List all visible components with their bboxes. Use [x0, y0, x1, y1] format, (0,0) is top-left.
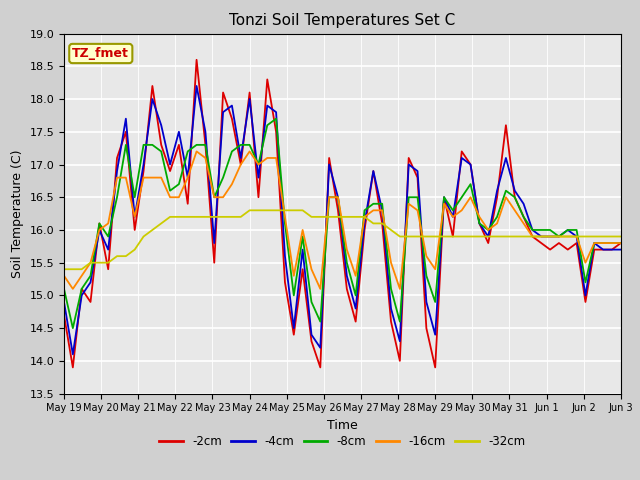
-2cm: [440, 194, 448, 200]
-8cm: [431, 299, 439, 305]
-2cm: [140, 168, 147, 174]
-4cm: [440, 194, 448, 200]
Y-axis label: Soil Temperature (C): Soil Temperature (C): [11, 149, 24, 278]
X-axis label: Time: Time: [327, 419, 358, 432]
-16cm: [140, 175, 147, 180]
-16cm: [193, 148, 200, 154]
-2cm: [431, 364, 439, 370]
-2cm: [352, 319, 360, 324]
-32cm: [343, 214, 351, 220]
-32cm: [422, 234, 430, 240]
-16cm: [387, 260, 395, 265]
-16cm: [440, 201, 448, 207]
-2cm: [617, 240, 625, 246]
-2cm: [387, 319, 395, 324]
-2cm: [69, 364, 77, 370]
-2cm: [308, 338, 316, 344]
Title: Tonzi Soil Temperatures Set C: Tonzi Soil Temperatures Set C: [229, 13, 456, 28]
-2cm: [60, 312, 68, 318]
Line: -8cm: -8cm: [64, 119, 621, 328]
-32cm: [378, 220, 386, 226]
-8cm: [308, 299, 316, 305]
-16cm: [60, 273, 68, 279]
-8cm: [352, 292, 360, 298]
-4cm: [308, 332, 316, 337]
-8cm: [272, 116, 280, 121]
-32cm: [299, 207, 307, 213]
Line: -32cm: -32cm: [64, 210, 621, 269]
-4cm: [60, 299, 68, 305]
-4cm: [387, 306, 395, 312]
-32cm: [431, 234, 439, 240]
-32cm: [60, 266, 68, 272]
-4cm: [352, 306, 360, 312]
-8cm: [617, 240, 625, 246]
Line: -4cm: -4cm: [64, 86, 621, 354]
-8cm: [440, 194, 448, 200]
-16cm: [308, 266, 316, 272]
-16cm: [352, 273, 360, 279]
-4cm: [69, 351, 77, 357]
-4cm: [140, 162, 147, 168]
-16cm: [431, 266, 439, 272]
Line: -16cm: -16cm: [64, 151, 621, 289]
-4cm: [193, 83, 200, 89]
-32cm: [131, 247, 138, 252]
-32cm: [617, 234, 625, 240]
-4cm: [431, 332, 439, 337]
Line: -2cm: -2cm: [64, 60, 621, 367]
-2cm: [193, 57, 200, 63]
-4cm: [617, 247, 625, 252]
-16cm: [69, 286, 77, 292]
Text: TZ_fmet: TZ_fmet: [72, 47, 129, 60]
-16cm: [617, 240, 625, 246]
Legend: -2cm, -4cm, -8cm, -16cm, -32cm: -2cm, -4cm, -8cm, -16cm, -32cm: [154, 430, 531, 453]
-32cm: [246, 207, 253, 213]
-8cm: [387, 286, 395, 292]
-8cm: [140, 142, 147, 148]
-8cm: [69, 325, 77, 331]
-8cm: [60, 286, 68, 292]
